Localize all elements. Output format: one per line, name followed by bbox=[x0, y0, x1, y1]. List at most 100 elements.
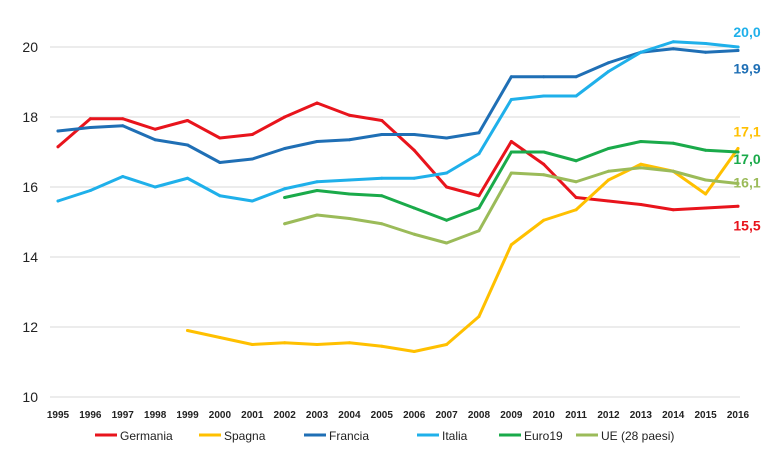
data-point bbox=[380, 194, 384, 198]
legend-label: UE (28 paesi) bbox=[601, 429, 674, 443]
x-tick-label: 1999 bbox=[176, 410, 199, 421]
data-point bbox=[153, 185, 157, 189]
data-point bbox=[412, 176, 416, 180]
legend-item-francia: Francia bbox=[304, 429, 369, 443]
x-tick-label: 2016 bbox=[727, 410, 750, 421]
series-euro19 bbox=[283, 140, 740, 222]
data-point bbox=[347, 138, 351, 142]
data-point bbox=[315, 189, 319, 192]
data-point bbox=[509, 150, 513, 154]
legend-label: Euro19 bbox=[524, 429, 563, 443]
series-lines bbox=[56, 40, 740, 353]
data-point bbox=[186, 119, 190, 122]
data-point bbox=[671, 40, 675, 44]
data-point bbox=[347, 113, 351, 117]
data-point bbox=[542, 162, 546, 166]
data-point bbox=[639, 166, 643, 170]
x-tick-label: 2001 bbox=[241, 410, 264, 421]
x-tick-label: 2014 bbox=[662, 410, 685, 421]
data-point bbox=[186, 143, 190, 147]
x-tick-label: 1996 bbox=[79, 410, 102, 421]
data-point bbox=[477, 315, 481, 318]
data-point bbox=[445, 136, 449, 140]
legend-item-ue-28-paesi: UE (28 paesi) bbox=[576, 429, 674, 443]
series-germania bbox=[56, 101, 740, 212]
data-point bbox=[671, 208, 675, 212]
x-axis: 1995 1996 1997 1998 1999 2000 2001 2002 2003 2004… bbox=[47, 410, 750, 421]
data-point bbox=[574, 180, 578, 184]
data-point bbox=[347, 178, 351, 182]
series-italia bbox=[56, 40, 740, 203]
data-point bbox=[477, 194, 481, 198]
data-point bbox=[315, 213, 319, 217]
data-point bbox=[704, 50, 708, 54]
x-tick-label: 2003 bbox=[306, 410, 329, 421]
data-point bbox=[250, 343, 254, 346]
data-point bbox=[477, 152, 481, 156]
data-point bbox=[639, 203, 643, 206]
data-point bbox=[542, 94, 546, 98]
data-point bbox=[412, 232, 416, 236]
data-point bbox=[574, 196, 578, 199]
data-point bbox=[445, 241, 449, 245]
data-point bbox=[153, 127, 157, 131]
y-tick-label: 10 bbox=[22, 389, 38, 405]
data-point bbox=[542, 173, 546, 177]
series-line-spagna bbox=[186, 147, 740, 353]
data-point bbox=[56, 129, 60, 133]
end-labels: 15,5 17,1 19,9 20,0 17,0 16,1 bbox=[733, 24, 760, 233]
data-point bbox=[509, 243, 513, 247]
data-point bbox=[509, 98, 513, 101]
data-point bbox=[218, 336, 222, 339]
data-point bbox=[671, 169, 675, 173]
data-point bbox=[574, 75, 578, 79]
end-label-spagna: 17,1 bbox=[733, 124, 760, 140]
data-point bbox=[88, 126, 92, 129]
end-label-euro19: 17,0 bbox=[733, 151, 760, 167]
data-point bbox=[380, 176, 384, 180]
data-point bbox=[153, 138, 157, 142]
data-point bbox=[704, 206, 708, 210]
data-point bbox=[574, 159, 578, 163]
data-point bbox=[380, 133, 384, 136]
data-point bbox=[542, 150, 546, 154]
data-point bbox=[315, 180, 319, 184]
x-tick-label: 2006 bbox=[403, 410, 426, 421]
data-point bbox=[606, 61, 610, 65]
data-point bbox=[704, 192, 708, 196]
data-point bbox=[606, 178, 610, 182]
data-point bbox=[347, 192, 351, 196]
data-point bbox=[380, 344, 384, 348]
data-point bbox=[283, 222, 287, 226]
data-point bbox=[509, 171, 513, 175]
y-tick-label: 14 bbox=[22, 249, 38, 265]
data-point bbox=[736, 182, 740, 185]
end-label-francia: 19,9 bbox=[733, 61, 760, 77]
series-line-germania bbox=[56, 101, 740, 212]
x-tick-label: 2000 bbox=[209, 410, 232, 421]
data-point bbox=[736, 150, 740, 154]
data-point bbox=[736, 147, 740, 150]
data-point bbox=[477, 206, 481, 210]
legend-item-euro19: Euro19 bbox=[499, 429, 563, 443]
series-spagna bbox=[186, 147, 740, 353]
data-point bbox=[639, 50, 643, 54]
x-tick-label: 2007 bbox=[435, 410, 458, 421]
series-francia bbox=[56, 47, 740, 164]
series-ue-28-paesi bbox=[283, 166, 740, 245]
data-point bbox=[574, 208, 578, 212]
gridlines bbox=[50, 46, 740, 398]
legend-label: Spagna bbox=[224, 429, 266, 443]
data-point bbox=[186, 176, 190, 180]
data-point bbox=[315, 140, 319, 143]
data-point bbox=[315, 343, 319, 346]
x-tick-label: 2004 bbox=[338, 410, 361, 421]
data-point bbox=[671, 47, 675, 51]
data-point bbox=[380, 119, 384, 122]
data-point bbox=[477, 229, 481, 233]
y-tick-label: 18 bbox=[22, 109, 38, 125]
x-tick-label: 2010 bbox=[533, 410, 556, 421]
data-point bbox=[445, 218, 449, 222]
data-point bbox=[380, 222, 384, 226]
data-point bbox=[606, 70, 610, 73]
